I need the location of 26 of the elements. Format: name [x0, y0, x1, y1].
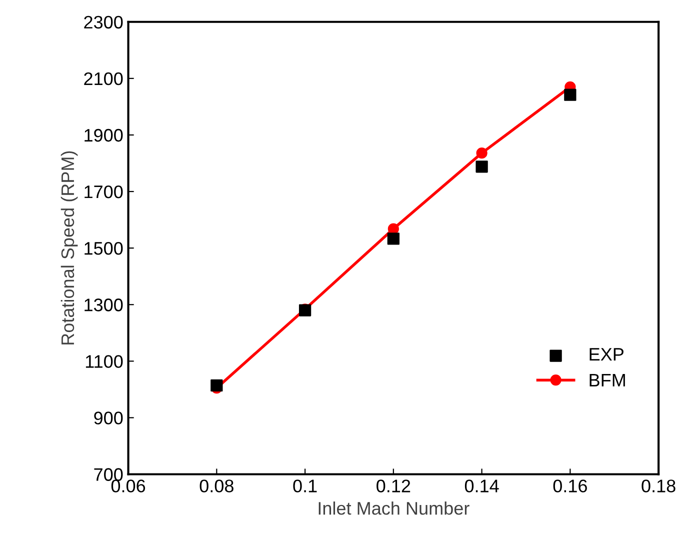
x-tick-label: 0.16 [553, 480, 587, 492]
legend-label: BFM [590, 374, 625, 386]
y-tick-label: 1500 [84, 242, 123, 255]
x-tick-label: 0.14 [464, 480, 499, 492]
y-tick-label: 900 [94, 412, 123, 424]
y-tick-label: 2300 [84, 16, 123, 29]
point [388, 223, 399, 234]
y-tick-label: 1900 [84, 128, 123, 142]
x-axis-title: Inlet Mach Number [318, 501, 470, 515]
y-tick-label: 700 [94, 468, 123, 481]
point [210, 379, 223, 392]
x-tick-label: 0.06 [111, 480, 146, 492]
y-tick-label: 1300 [84, 298, 123, 312]
y-axis-title: Rotational Speed (RPM) [60, 151, 78, 344]
x-tick-label: 0.12 [376, 480, 410, 492]
point [476, 148, 488, 159]
y-tick-label: 2100 [84, 72, 123, 86]
x-tick-label: 0.08 [200, 480, 234, 492]
y-tick-label: 1700 [84, 185, 123, 198]
point [387, 232, 400, 245]
point [564, 88, 576, 101]
y-tick-label: 1100 [86, 355, 123, 368]
legend-label: EXP [590, 348, 624, 361]
point [476, 160, 488, 173]
x-tick-label: 0.1 [293, 480, 317, 492]
x-tick-label: 0.18 [642, 480, 676, 492]
